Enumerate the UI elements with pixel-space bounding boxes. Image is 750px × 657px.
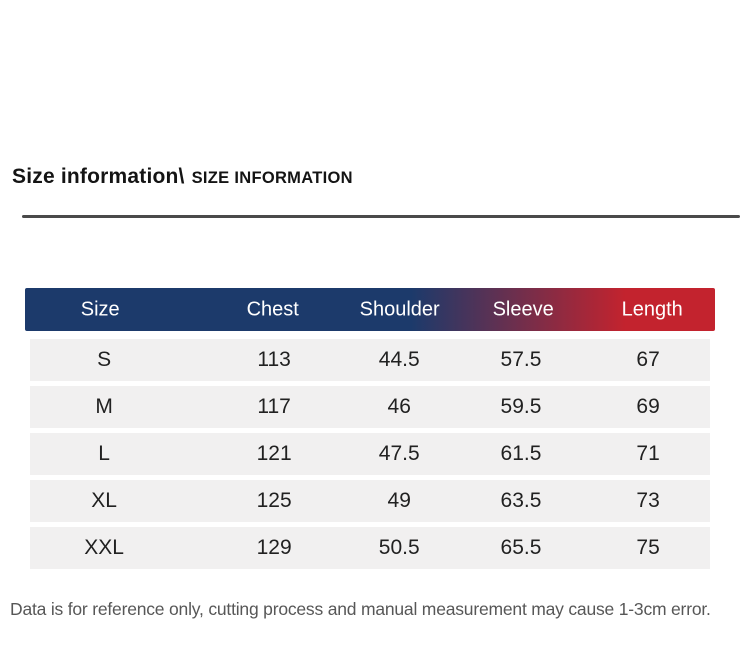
table-row-xl: XL 125 49 63.5 73 [30, 480, 710, 522]
cell-sleeve: 63.5 [500, 489, 542, 512]
section-title-primary: Size information\ [12, 165, 185, 188]
disclaimer-text: Data is for reference only, cutting proc… [10, 599, 711, 619]
cell-sleeve: 59.5 [500, 395, 542, 418]
cell-shoulder: 49 [387, 489, 411, 512]
cell-size: XL [91, 489, 117, 512]
section-title: Size information\ SIZE INFORMATION [12, 165, 353, 189]
title-divider [22, 215, 740, 218]
cell-sleeve: 61.5 [500, 442, 542, 465]
size-table-header: Size Chest Shoulder Sleeve Length [25, 288, 715, 331]
cell-size: M [95, 395, 113, 418]
cell-shoulder: 46 [387, 395, 411, 418]
cell-size: S [97, 348, 112, 371]
cell-length: 67 [636, 348, 660, 371]
table-row-s: S 113 44.5 57.5 67 [30, 339, 710, 381]
column-header-sleeve: Sleeve [492, 298, 554, 320]
cell-length: 75 [636, 536, 660, 559]
cell-length: 71 [636, 442, 660, 465]
cell-chest: 117 [257, 395, 291, 418]
cell-chest: 129 [256, 536, 292, 559]
column-header-size: Size [80, 298, 120, 320]
cell-chest: 121 [256, 442, 292, 465]
column-header-shoulder: Shoulder [359, 298, 440, 320]
cell-shoulder: 47.5 [378, 442, 420, 465]
section-title-secondary: SIZE INFORMATION [191, 169, 353, 187]
cell-size: XXL [84, 536, 124, 559]
cell-size: L [98, 442, 110, 465]
cell-length: 69 [636, 395, 660, 418]
table-row-xxl: XXL 129 50.5 65.5 75 [30, 527, 710, 569]
size-table-body: S 113 44.5 57.5 67 M 117 46 59.5 69 L 12… [0, 339, 750, 569]
cell-sleeve: 65.5 [500, 536, 542, 559]
cell-sleeve: 57.5 [500, 348, 542, 371]
cell-length: 73 [636, 489, 660, 512]
cell-shoulder: 44.5 [378, 348, 420, 371]
size-table: Size Chest Shoulder Sleeve Length S 113 … [0, 288, 750, 574]
cell-chest: 125 [256, 489, 292, 512]
table-row-l: L 121 47.5 61.5 71 [30, 433, 710, 475]
cell-chest: 113 [257, 348, 291, 371]
cell-shoulder: 50.5 [378, 536, 420, 559]
column-header-chest: Chest [246, 298, 299, 320]
column-header-length: Length [621, 298, 683, 320]
table-row-m: M 117 46 59.5 69 [30, 386, 710, 428]
